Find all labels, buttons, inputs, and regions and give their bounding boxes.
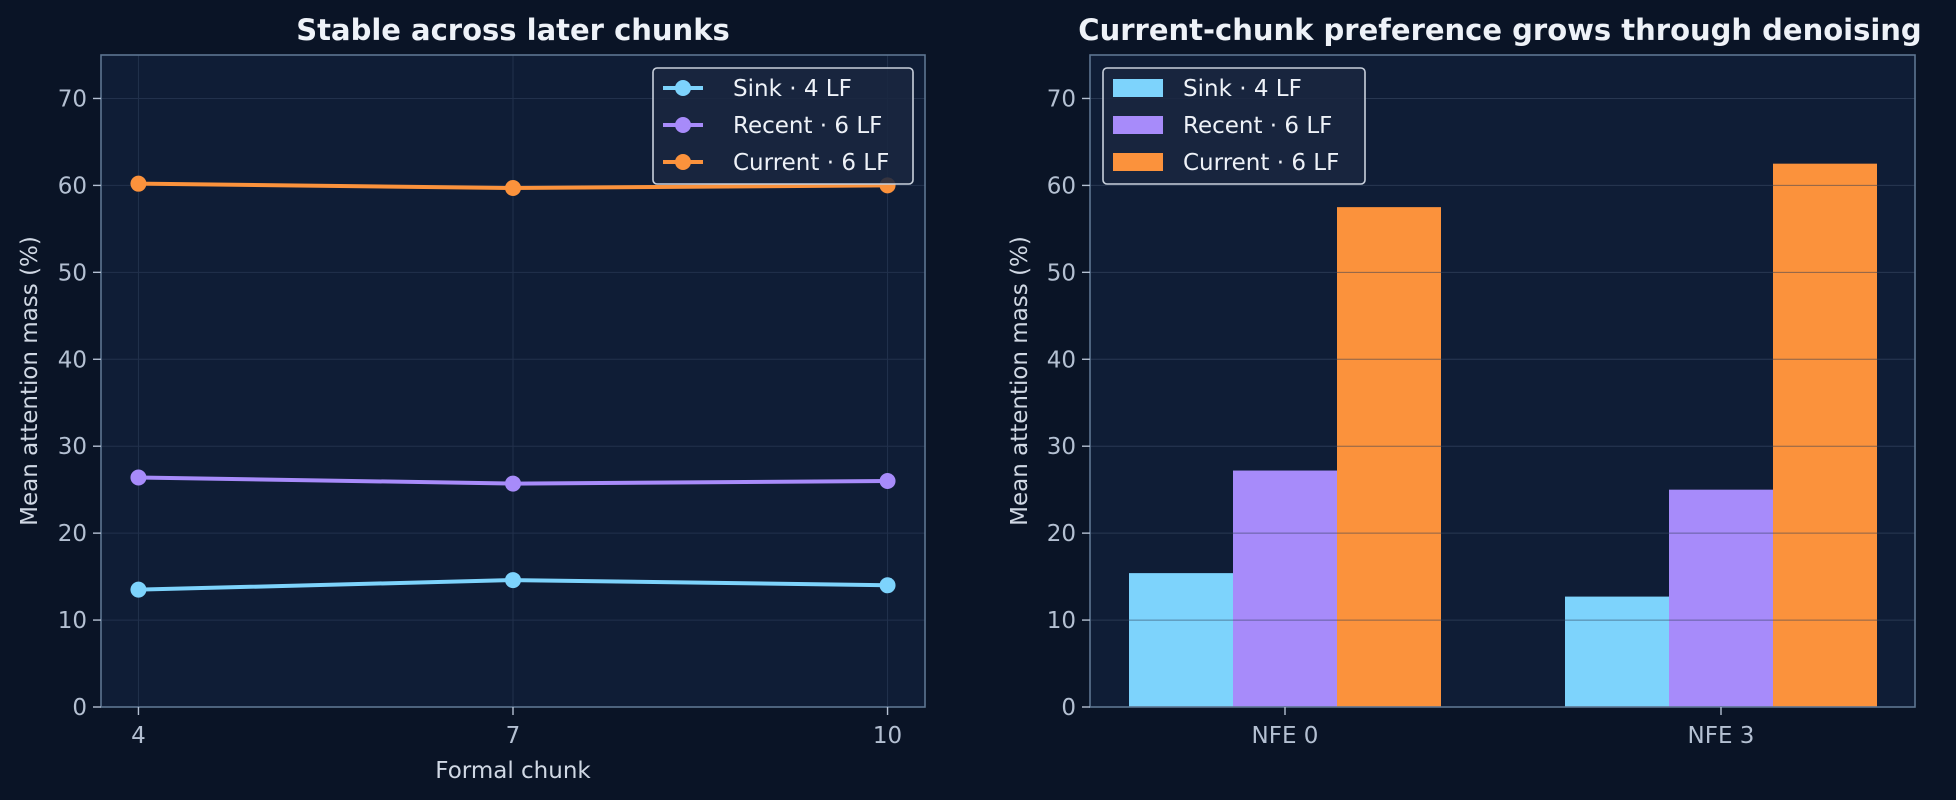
line-legend-label: Sink · 4 LF — [733, 76, 852, 102]
line-point — [879, 472, 896, 489]
line-point — [130, 469, 147, 486]
bar — [1565, 596, 1669, 707]
line-chart-legend: Sink · 4 LF Recent · 6 LF Current · 6 LF — [652, 67, 914, 185]
bar-chart-title: Current-chunk preference grows through d… — [1078, 13, 1921, 47]
bar-legend-box — [1102, 67, 1366, 185]
bar — [1129, 573, 1233, 707]
line-point — [130, 175, 147, 192]
line-chart-y-tick-label: 20 — [58, 521, 87, 547]
line-chart-series — [130, 175, 896, 598]
bar-chart-y-tick-label: 60 — [1047, 173, 1076, 199]
line-chart-x-tick-label: 4 — [131, 723, 146, 749]
line-chart-x-tick-label: 7 — [506, 723, 521, 749]
bar-legend-label: Recent · 6 LF — [1183, 113, 1332, 139]
line-chart-panel: 0 10 20 30 40 50 60 70 4 7 10 Stable across later… — [17, 13, 926, 784]
bar-legend-swatch — [1113, 116, 1163, 134]
bar-chart-y-tick-label: 40 — [1047, 347, 1076, 373]
bar — [1669, 489, 1773, 707]
bar-chart-x-ticks: NFE 0 NFE 3 — [1252, 707, 1755, 749]
bar-chart-x-tick-label: NFE 0 — [1252, 723, 1319, 749]
bar-legend-label: Current · 6 LF — [1183, 150, 1339, 176]
line-chart-y-tick-label: 50 — [58, 260, 87, 286]
line-legend-label: Recent · 6 LF — [733, 113, 882, 139]
line-chart-title: Stable across later chunks — [296, 13, 730, 47]
bar — [1233, 470, 1337, 707]
line-chart-y-tick-label: 40 — [58, 347, 87, 373]
bar-chart-y-tick-label: 50 — [1047, 260, 1076, 286]
line-legend-marker — [675, 117, 691, 133]
bar-chart-panel: 0 10 20 30 40 50 60 70 NFE 0 NFE 3 Current-chunk… — [1007, 13, 1922, 749]
bar — [1773, 163, 1877, 707]
bar-legend-swatch — [1113, 79, 1163, 97]
line-legend-marker — [675, 154, 691, 170]
bar — [1337, 207, 1441, 707]
bar-chart-bars — [1090, 97, 1915, 708]
bar-legend-label: Sink · 4 LF — [1183, 76, 1302, 102]
line-legend-box — [652, 67, 914, 185]
bar-chart-y-tick-label: 70 — [1047, 86, 1076, 112]
line-chart-x-tick-label: 10 — [873, 723, 902, 749]
line-chart-x-axis-label: Formal chunk — [435, 758, 591, 784]
line-chart-y-axis-label: Mean attention mass (%) — [17, 236, 43, 526]
line-point — [505, 475, 521, 492]
bar-legend-swatch — [1113, 153, 1163, 171]
bar-chart-legend: Sink · 4 LF Recent · 6 LF Current · 6 LF — [1102, 67, 1366, 185]
line-legend-label: Current · 6 LF — [733, 150, 889, 176]
line-chart-y-tick-label: 0 — [72, 695, 87, 721]
line-legend-marker — [675, 80, 691, 96]
bar-chart-y-tick-label: 30 — [1047, 434, 1076, 460]
bar-chart-y-tick-label: 0 — [1061, 695, 1076, 721]
bar-chart-y-ticks: 0 10 20 30 40 50 60 70 — [1047, 86, 1090, 721]
bar-chart-y-tick-label: 20 — [1047, 521, 1076, 547]
line-point — [505, 572, 521, 589]
line-point — [879, 577, 896, 594]
line-point — [505, 180, 521, 197]
line-chart-y-tick-label: 10 — [58, 608, 87, 634]
line-chart-y-tick-label: 60 — [58, 173, 87, 199]
line-chart-y-ticks: 0 10 20 30 40 50 60 70 — [58, 86, 101, 721]
line-chart-x-ticks: 4 7 10 — [131, 707, 902, 749]
line-point — [130, 581, 147, 598]
bar-chart-y-axis-label: Mean attention mass (%) — [1007, 236, 1033, 526]
bar-chart-y-tick-label: 10 — [1047, 608, 1076, 634]
line-chart-y-tick-label: 30 — [58, 434, 87, 460]
bar-chart-frame — [1089, 54, 1916, 708]
line-chart-y-tick-label: 70 — [58, 86, 87, 112]
bar-chart-x-tick-label: NFE 3 — [1688, 723, 1755, 749]
